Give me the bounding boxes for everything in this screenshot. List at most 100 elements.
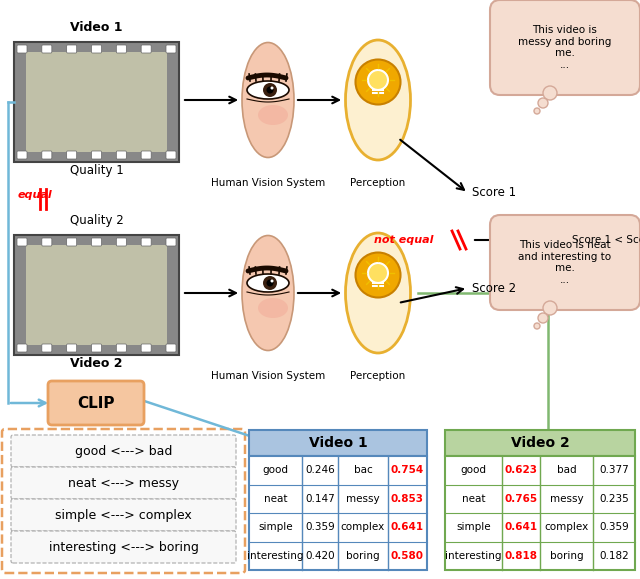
FancyBboxPatch shape: [67, 45, 77, 53]
FancyBboxPatch shape: [11, 499, 236, 531]
FancyBboxPatch shape: [17, 45, 27, 53]
Text: neat: neat: [264, 494, 287, 504]
Text: complex: complex: [545, 522, 589, 532]
Ellipse shape: [346, 40, 410, 160]
Circle shape: [266, 280, 273, 287]
Text: simple <---> complex: simple <---> complex: [55, 508, 192, 522]
FancyBboxPatch shape: [141, 151, 151, 159]
Text: messy: messy: [550, 494, 584, 504]
Text: This video is neat
and interesting to
me.
...: This video is neat and interesting to me…: [518, 240, 612, 285]
Text: 0.818: 0.818: [504, 551, 538, 560]
Text: Video 2: Video 2: [70, 357, 123, 370]
FancyBboxPatch shape: [11, 467, 236, 499]
FancyBboxPatch shape: [11, 531, 236, 563]
FancyBboxPatch shape: [17, 238, 27, 246]
Circle shape: [543, 86, 557, 100]
FancyBboxPatch shape: [67, 151, 77, 159]
Text: messy: messy: [346, 494, 380, 504]
FancyBboxPatch shape: [141, 238, 151, 246]
Text: complex: complex: [340, 522, 385, 532]
Circle shape: [263, 276, 277, 290]
Circle shape: [543, 301, 557, 315]
Text: 0.377: 0.377: [599, 466, 629, 475]
FancyBboxPatch shape: [11, 435, 236, 467]
Circle shape: [538, 98, 548, 108]
FancyBboxPatch shape: [490, 215, 640, 310]
FancyBboxPatch shape: [67, 238, 77, 246]
FancyBboxPatch shape: [116, 344, 126, 352]
Text: Score 1 < Score 2: Score 1 < Score 2: [572, 235, 640, 245]
Text: good: good: [262, 466, 289, 475]
FancyBboxPatch shape: [48, 381, 144, 425]
Text: 0.420: 0.420: [305, 551, 335, 560]
FancyBboxPatch shape: [92, 151, 102, 159]
FancyBboxPatch shape: [92, 344, 102, 352]
Text: not equal: not equal: [374, 235, 434, 245]
FancyBboxPatch shape: [17, 344, 27, 352]
Ellipse shape: [258, 298, 288, 318]
Text: 0.641: 0.641: [391, 522, 424, 532]
Text: bad: bad: [557, 466, 577, 475]
Text: 0.235: 0.235: [599, 494, 629, 504]
Circle shape: [538, 313, 548, 323]
Text: 0.765: 0.765: [504, 494, 538, 504]
Text: Human Vision System: Human Vision System: [211, 371, 325, 381]
Text: This video is
messy and boring
me.
...: This video is messy and boring me. ...: [518, 25, 612, 70]
FancyBboxPatch shape: [166, 238, 176, 246]
FancyBboxPatch shape: [26, 52, 167, 152]
FancyBboxPatch shape: [141, 344, 151, 352]
Text: 0.246: 0.246: [305, 466, 335, 475]
Text: Perception: Perception: [350, 371, 406, 381]
Text: 0.182: 0.182: [599, 551, 629, 560]
FancyBboxPatch shape: [92, 45, 102, 53]
FancyBboxPatch shape: [67, 344, 77, 352]
Circle shape: [271, 86, 273, 90]
FancyBboxPatch shape: [2, 429, 245, 573]
FancyBboxPatch shape: [249, 456, 427, 570]
Text: Quality 2: Quality 2: [70, 214, 124, 227]
Text: boring: boring: [550, 551, 584, 560]
Ellipse shape: [355, 60, 401, 104]
Circle shape: [263, 83, 277, 97]
Text: Perception: Perception: [350, 178, 406, 188]
Text: Human Vision System: Human Vision System: [211, 178, 325, 188]
FancyBboxPatch shape: [166, 344, 176, 352]
Circle shape: [534, 108, 540, 114]
Text: simple: simple: [456, 522, 491, 532]
Ellipse shape: [346, 233, 410, 353]
Text: 0.754: 0.754: [391, 466, 424, 475]
FancyBboxPatch shape: [116, 238, 126, 246]
FancyBboxPatch shape: [445, 430, 635, 456]
Text: good <---> bad: good <---> bad: [75, 445, 172, 457]
FancyBboxPatch shape: [490, 0, 640, 95]
FancyBboxPatch shape: [14, 235, 179, 355]
Text: simple: simple: [259, 522, 293, 532]
FancyBboxPatch shape: [42, 45, 52, 53]
FancyBboxPatch shape: [42, 238, 52, 246]
Text: 0.580: 0.580: [391, 551, 424, 560]
Text: bac: bac: [353, 466, 372, 475]
Text: equal: equal: [18, 189, 52, 200]
Text: Video 1: Video 1: [70, 21, 123, 34]
FancyBboxPatch shape: [17, 151, 27, 159]
Ellipse shape: [242, 42, 294, 157]
FancyBboxPatch shape: [42, 344, 52, 352]
FancyBboxPatch shape: [166, 151, 176, 159]
Text: 0.623: 0.623: [504, 466, 538, 475]
Text: Video 2: Video 2: [511, 436, 570, 450]
Ellipse shape: [247, 81, 289, 99]
Ellipse shape: [242, 236, 294, 350]
FancyBboxPatch shape: [445, 456, 635, 570]
Ellipse shape: [247, 274, 289, 292]
Text: good: good: [461, 466, 486, 475]
Text: neat: neat: [461, 494, 485, 504]
Text: 0.641: 0.641: [504, 522, 538, 532]
FancyBboxPatch shape: [116, 45, 126, 53]
FancyBboxPatch shape: [26, 245, 167, 345]
Text: interesting <---> boring: interesting <---> boring: [49, 541, 198, 554]
Text: 0.359: 0.359: [599, 522, 629, 532]
Text: Score 1: Score 1: [472, 186, 516, 200]
FancyBboxPatch shape: [92, 238, 102, 246]
FancyBboxPatch shape: [249, 430, 427, 456]
Circle shape: [368, 70, 388, 90]
